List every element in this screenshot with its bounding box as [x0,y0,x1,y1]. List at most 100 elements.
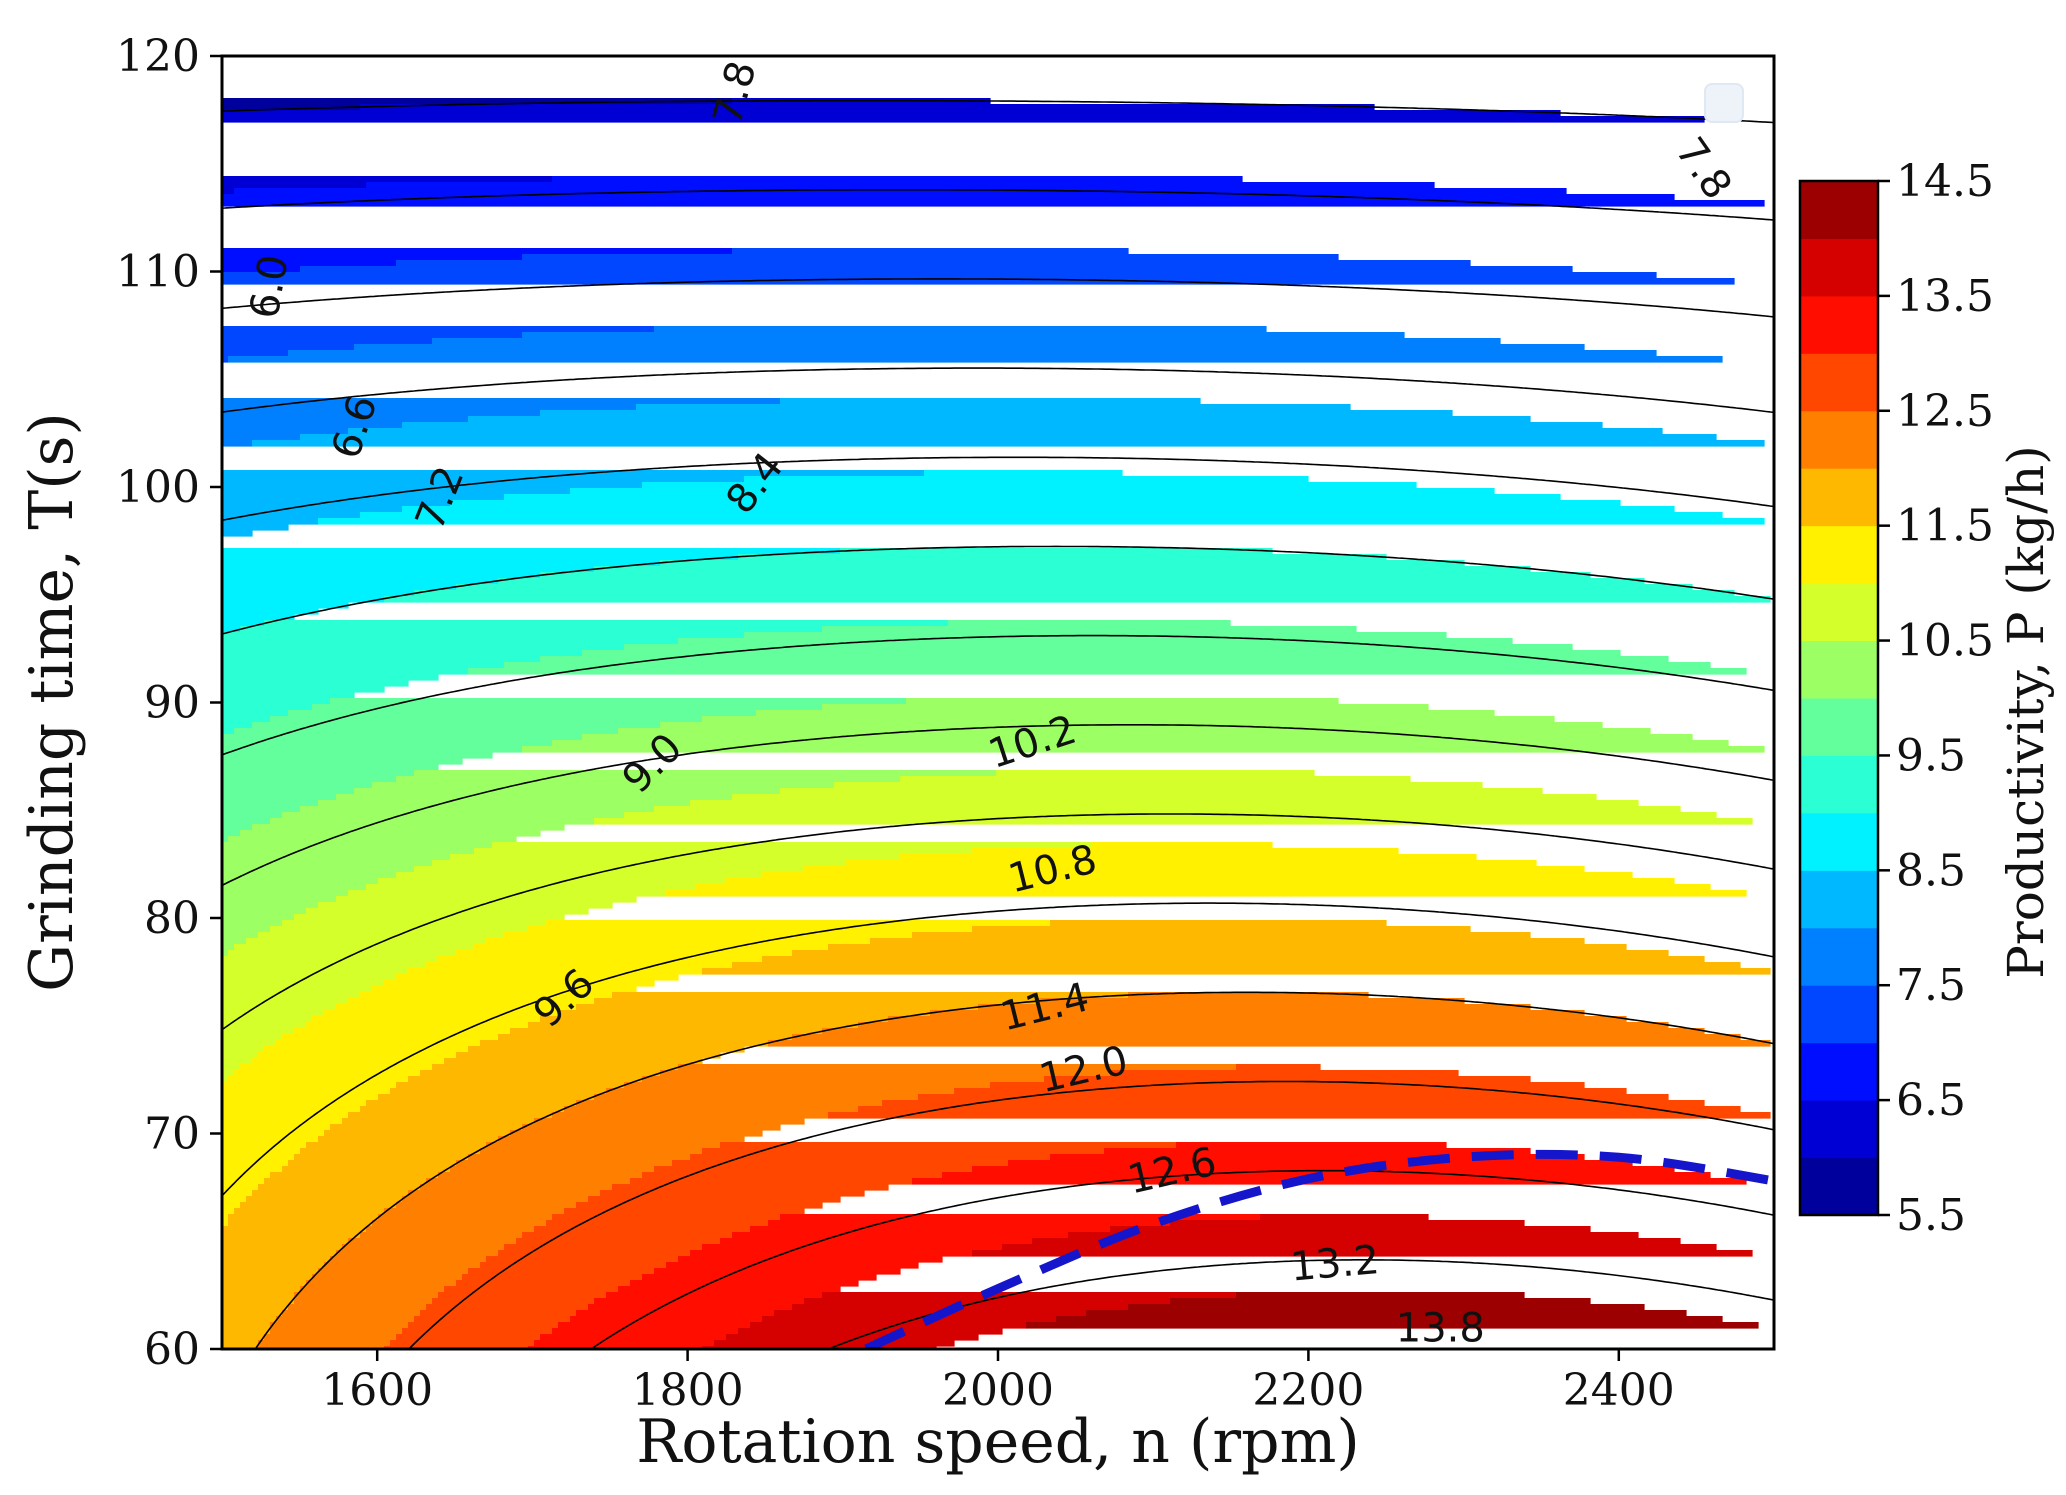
contour-band [588,1304,793,1311]
contour-band [804,866,1585,873]
contour-band [1110,1226,1591,1233]
contour-band [222,734,583,741]
contour-band [222,1208,235,1215]
contour-band [222,830,241,837]
contour-band [732,962,1741,969]
contour-band [546,1220,769,1227]
contour-band [1170,1220,1525,1227]
contour-band [222,596,385,603]
colorbar-tick-label: 11.5 [1896,501,1994,552]
contour-band [222,1010,325,1017]
contour-band [324,1010,559,1017]
colorbar-segment [1800,583,1878,642]
contour-band [222,656,541,663]
contour-band [222,884,367,891]
y-tick-label: 110 [116,247,200,298]
contour-band [396,1202,577,1209]
contour-band [420,1070,661,1077]
contour-band [702,716,1555,723]
contour-band [222,890,349,897]
contour-band [222,716,271,723]
contour-band [702,1244,1003,1251]
contour-band [222,770,415,777]
colorbar-segment [1800,525,1878,584]
contour-band [222,1268,319,1275]
contour-band [222,1148,301,1155]
contour-band [1008,1160,1633,1167]
contour-band [342,1118,535,1125]
contour-band [498,1136,745,1143]
colorbar-segment [1800,985,1878,1044]
x-axis-title: Rotation speed, n (rpm) [636,1407,1360,1477]
contour-band [252,1058,445,1065]
contour-band [294,1298,433,1305]
contour-band [348,1238,517,1245]
contour-band [222,266,301,273]
colorbar-segment [1800,927,1878,986]
contour-band [606,1088,955,1095]
contour-band [222,854,451,861]
contour-band [612,992,1129,999]
contour-band [300,1286,445,1293]
contour-band [756,710,1495,717]
contour-band [330,1124,523,1131]
contour-lines [222,99,1774,1349]
contour-band [222,1322,271,1329]
contour-band [360,104,1375,111]
contour-band [456,1160,673,1167]
contour-band [372,1220,547,1227]
contour-band [690,1250,973,1257]
contour-band [918,1094,1669,1101]
contour-band [306,908,589,915]
contour-band [222,398,781,405]
contour-band [426,962,733,969]
contour-band [348,998,595,1005]
colorbar-tick-label: 6.5 [1896,1075,1966,1126]
contour-band [222,794,337,801]
y-axis: 60 70 80 90 100 110 120 [116,31,222,1375]
colorbar-segment [1800,755,1878,814]
contour-band [504,494,1561,501]
contour-band [222,914,295,921]
contour-band [450,1166,655,1173]
contour-band [222,620,265,627]
contour-band [726,1334,979,1341]
contour-line [222,189,1774,221]
contour-band [762,1316,1057,1323]
contour-band [222,986,373,993]
contour-band [222,872,397,879]
contour-band [372,782,835,789]
contour-band [552,1112,829,1119]
contour-band [594,1298,805,1305]
contour-band [222,1172,271,1179]
contour-line [222,724,1774,887]
contour-band [222,962,427,969]
contour-band [612,1184,889,1191]
contour-band [432,1298,595,1305]
contour-band [678,638,1513,645]
contour-band [762,872,1633,879]
contour-band [804,1298,1171,1305]
contour-band [222,728,235,735]
contour-band [510,1130,763,1137]
contour-band [228,950,457,957]
contour-band [222,1220,229,1227]
contour-band [222,416,469,423]
contour-band [252,1190,409,1197]
contour-band [924,470,1123,477]
y-tick-label: 70 [144,1109,200,1160]
contour-band [222,272,1657,279]
contour-band [276,1316,415,1323]
contour-band [420,1184,613,1191]
contour-band [294,1292,439,1299]
contour-band [954,1088,1627,1095]
contour-band [624,1082,991,1089]
contour-band [312,1016,541,1023]
contour-band [858,1106,1741,1113]
colorbar-segment [1800,812,1878,871]
contour-band [642,1274,877,1281]
contour-band [498,1250,691,1257]
contour-band [552,176,1243,183]
contour-band [396,872,763,879]
